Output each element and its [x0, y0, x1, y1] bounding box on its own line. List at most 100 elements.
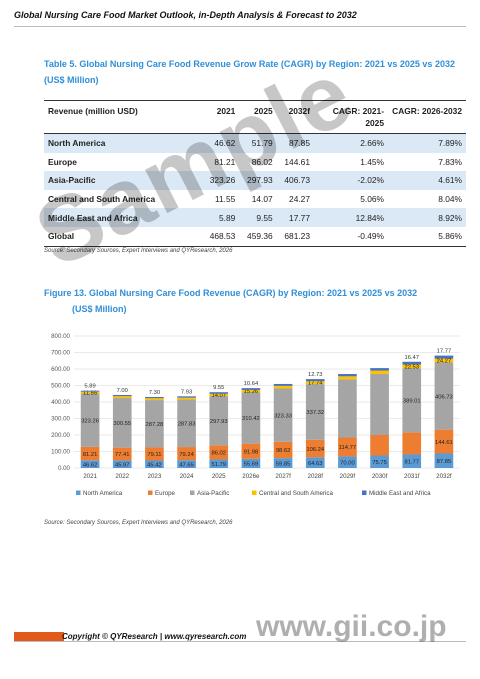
table-cell: 297.93 [239, 171, 277, 190]
bar-segment [112, 394, 132, 397]
bar-segment [305, 439, 325, 458]
figure-caption-line1: Figure 13. Global Nursing Care Food Reve… [44, 288, 418, 298]
table-row: Europe 81.21 86.02 144.61 1.45% 7.83% [44, 153, 466, 172]
table-cell: Europe [48, 156, 77, 167]
bar-segment [209, 459, 229, 468]
bar-segment [177, 396, 196, 398]
data-label: 81.21 [83, 452, 98, 458]
data-label: 7.00 [117, 388, 128, 394]
x-tick-label: 2023 [148, 473, 162, 480]
x-tick-label: 2030f [372, 473, 388, 480]
bar-segment [80, 390, 100, 392]
bar-segment [305, 384, 325, 440]
y-tick-label: 200.00 [51, 432, 70, 439]
table-cell: 7.89% [388, 133, 466, 153]
bar-segment [209, 392, 229, 394]
bar-segment [273, 388, 293, 442]
table-caption-line1: Table 5. Global Nursing Care Food Revenu… [44, 59, 455, 69]
data-label: 310.42 [242, 416, 260, 422]
y-tick-label: 100.00 [51, 449, 70, 456]
bar-segment [145, 398, 164, 401]
x-tick-label: 2026e [242, 473, 260, 480]
bar-segment [338, 437, 357, 457]
bar-segment [370, 370, 389, 374]
table-cell: 144.61 [284, 156, 310, 167]
data-label: 7.30 [149, 390, 160, 396]
table-cell: 24.27 [289, 194, 310, 205]
table-header-cell: CAGR: 2026-2032 [392, 106, 462, 116]
table-caption-line2: (US$ Million) [44, 75, 99, 85]
data-label: 87.85 [437, 459, 452, 465]
data-label: 22.53 [404, 364, 419, 370]
legend-label: Asia-Pacific [197, 490, 229, 497]
table-row: North America 46.62 51.79 87.85 2.66% 7.… [44, 133, 466, 153]
bar-segment [241, 392, 261, 444]
bar-segment [402, 432, 422, 455]
bar-segment [145, 447, 164, 461]
data-label: 16.47 [404, 355, 419, 361]
x-tick-label: 2024 [180, 473, 194, 480]
bar-segment [305, 457, 325, 468]
page-header-title: Global Nursing Care Food Market Outlook,… [14, 10, 357, 20]
bar-segment [273, 385, 293, 389]
bar-segment [112, 460, 132, 468]
data-label: 77.41 [115, 452, 130, 458]
bar-segment [112, 447, 132, 461]
legend-label: Middle East and Africa [369, 490, 431, 497]
bar-segment [145, 396, 164, 399]
bar-segment [209, 445, 229, 460]
table-cell: 51.79 [239, 133, 277, 153]
x-tick-label: 2029f [340, 473, 356, 480]
data-label: 51.79 [211, 462, 226, 468]
y-tick-label: 500.00 [51, 383, 70, 390]
bar-segment [402, 361, 422, 365]
data-label: 46.62 [83, 462, 98, 468]
x-tick-label: 2021 [83, 473, 97, 480]
bar-segment [402, 454, 422, 468]
x-tick-label: 2032f [436, 473, 452, 480]
bar-segment [434, 429, 454, 454]
table-cell: 8.92% [388, 208, 466, 227]
data-label: 287.28 [146, 422, 164, 428]
data-label: 79.24 [179, 452, 194, 458]
legend-label: Europe [155, 490, 176, 497]
data-label: 55.69 [244, 462, 259, 468]
data-label: 10.64 [244, 381, 259, 387]
data-label: 7.93 [181, 389, 192, 395]
table-row: Middle East and Africa 5.89 9.55 17.77 1… [44, 208, 466, 227]
bar-segment [241, 443, 261, 459]
data-label: 17.77 [437, 349, 452, 355]
bar-segment [177, 447, 196, 461]
legend-swatch [148, 490, 153, 495]
table-row: Global 468.53 459.36 681.23 -0.49% 5.86% [44, 227, 466, 247]
table-header-cell: Revenue (million USD) [48, 106, 138, 116]
bar-segment [434, 362, 454, 430]
table-cell: 81.21 [214, 156, 236, 167]
y-tick-label: 600.00 [51, 366, 70, 373]
legend-swatch [76, 490, 81, 495]
table-cell: Middle East and Africa [44, 208, 202, 227]
bar-segment [80, 393, 100, 447]
table-cell: 5.86% [438, 231, 462, 242]
revenue-table: Revenue (million USD) 2021 2025 2032f CA… [44, 100, 466, 247]
bar-segment [241, 389, 261, 393]
legend-swatch [362, 490, 367, 495]
data-label: 47.65 [179, 462, 194, 468]
data-label: 14.07 [211, 393, 226, 399]
table-cell: 9.55 [239, 208, 277, 227]
legend-swatch [252, 490, 257, 495]
table-cell: Central and South America [48, 194, 156, 205]
bar-segment [273, 458, 293, 468]
data-label: 59.85 [276, 461, 291, 467]
data-label: 75.75 [372, 460, 387, 466]
figure-caption: Figure 13. Global Nursing Care Food Reve… [44, 285, 468, 317]
bar-segment [338, 456, 357, 468]
table-header-cell: CAGR: 2021-2025 [332, 106, 384, 128]
bar-segment [80, 446, 100, 461]
stacked-bar-chart: 0.00 100.00 200.00 300.00 400.00 500.00 600.00… [51, 333, 460, 497]
data-label: 389.01 [403, 399, 421, 405]
table-cell: 86.02 [251, 156, 273, 167]
bar-segment [177, 397, 196, 400]
bar-segment [209, 396, 229, 446]
legend-label: Central and South America [259, 490, 334, 497]
